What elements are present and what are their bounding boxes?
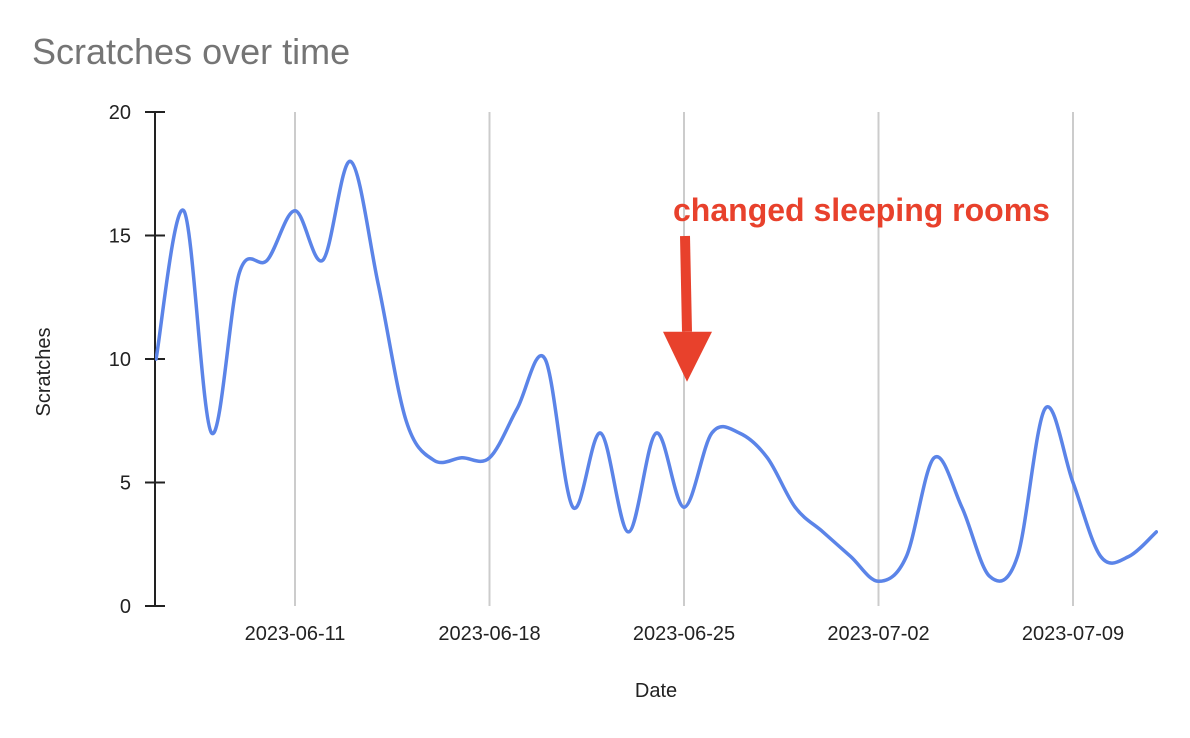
y-tick-label-3: 15 [109,226,131,248]
x-tick-label-3: 2023-07-02 [827,623,929,645]
chart-title: Scratches over time [32,31,350,72]
series [155,159,1158,584]
annotation-arrow-shaft [680,235,692,332]
y-tick-label-4: 20 [109,102,131,124]
annotation-arrow [663,235,712,382]
x-tick-label-0: 2023-06-11 [245,623,346,645]
annotation-label: changed sleeping rooms [673,192,1050,228]
y-tick-label-0: 0 [120,596,131,618]
x-tick-label-2: 2023-06-25 [633,623,735,645]
x-axis-ticks: 2023-06-11 2023-06-18 2023-06-25 2023-07-02… [245,623,1125,645]
annotations: changed sleeping rooms [663,192,1050,382]
x-tick-label-4: 2023-07-09 [1022,623,1124,645]
y-tick-label-1: 5 [120,473,131,495]
x-axis-title: Date [635,680,677,702]
y-tick-label-2: 10 [109,349,131,371]
y-axis-ticks: 0 5 10 15 20 [109,102,165,618]
x-tick-label-1: 2023-06-18 [438,623,540,645]
y-axis-title: Scratches [33,328,55,417]
series-line-0 [155,159,1158,584]
annotation-arrow-head [663,331,712,382]
